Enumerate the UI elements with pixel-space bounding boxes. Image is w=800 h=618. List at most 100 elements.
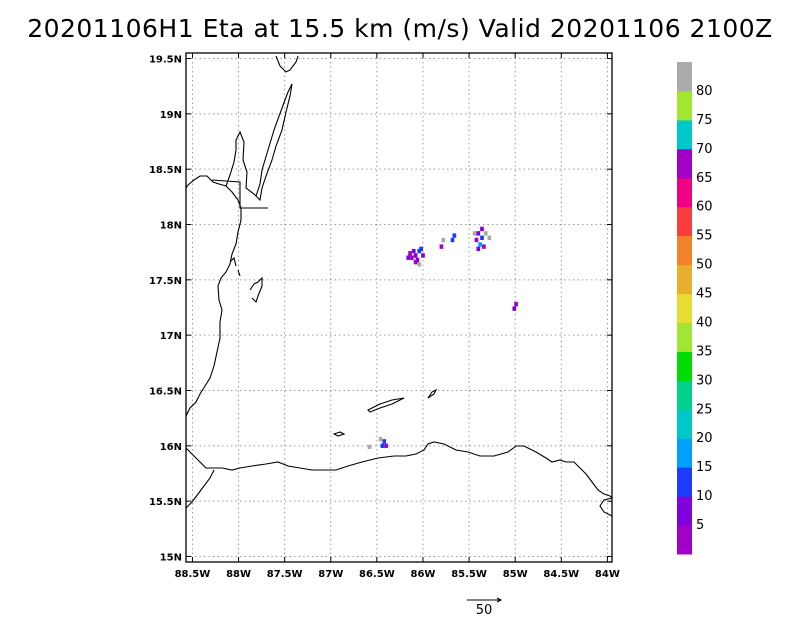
- roatan: [367, 397, 405, 413]
- wind-cell: [413, 259, 418, 265]
- chart-title: 20201106H1 Eta at 15.5 km (m/s) Valid 20…: [27, 14, 773, 43]
- colorbar-swatch: [677, 264, 692, 295]
- wind-cell: [421, 253, 425, 258]
- y-tick-label: 19N: [160, 110, 182, 121]
- y-tick-label: 15.5N: [149, 497, 182, 508]
- wind-cell: [478, 242, 482, 247]
- colorbar-swatch: [677, 322, 692, 352]
- y-tick-label: 16N: [160, 442, 182, 453]
- colorbar-label: 70: [696, 142, 713, 157]
- wind-cell: [406, 255, 411, 260]
- y-tick-label: 16.5N: [149, 386, 182, 397]
- x-tick-label: 86W: [410, 569, 435, 580]
- wind-cell: [410, 255, 414, 260]
- wind-speed-field: [367, 226, 518, 450]
- coastline-belize-north: [225, 83, 293, 202]
- coastline-honduras: [185, 441, 613, 499]
- cay-3: [237, 269, 241, 277]
- colorbar-label: 30: [696, 373, 713, 388]
- plot-frame: [185, 52, 613, 563]
- colorbar-label: 15: [696, 460, 713, 475]
- wind-cell: [476, 231, 481, 236]
- wind-cell: [450, 237, 455, 243]
- coastline-bay: [255, 83, 293, 197]
- colorbar-swatch: [677, 62, 692, 92]
- colorbar-label: 75: [696, 113, 713, 128]
- wind-cell: [487, 235, 492, 241]
- wind-cell: [512, 306, 517, 311]
- colorbar-swatch: [677, 235, 692, 266]
- wind-cell: [367, 444, 372, 450]
- x-tick-label: 87.5W: [267, 569, 303, 580]
- y-tick-label: 15N: [160, 552, 182, 563]
- wind-cell: [417, 262, 422, 267]
- wind-cell: [441, 237, 446, 243]
- y-axis: 15N 15.5N 16N 16.5N 17N 17.5N 18N 18.5N 19N 19.5N: [149, 55, 612, 563]
- x-tick-label: 86.5W: [359, 569, 395, 580]
- colorbar-label: 10: [696, 489, 713, 504]
- wind-cell: [382, 439, 387, 444]
- coastline-gracias: [599, 497, 613, 517]
- colorbar-label: 55: [696, 229, 713, 244]
- colorbar-label: 40: [696, 315, 713, 330]
- colorbar-swatch: [677, 467, 692, 497]
- wind-cell: [439, 244, 444, 249]
- colorbar-label: 25: [696, 402, 713, 417]
- wind-cell: [481, 244, 486, 249]
- colorbar-swatch: [677, 351, 692, 381]
- wind-cell: [472, 231, 477, 236]
- colorbar-label: 80: [696, 84, 713, 99]
- reference-vector-arrowhead: [496, 597, 503, 603]
- colorbar-swatch: [677, 206, 692, 237]
- cay-2: [249, 276, 263, 304]
- coastlines: [185, 55, 613, 517]
- wind-cell: [474, 237, 479, 243]
- coastline-north-tip: [275, 55, 299, 73]
- reference-vector-label: 50: [476, 603, 493, 618]
- wind-cell: [408, 251, 412, 256]
- wind-cell: [452, 233, 457, 238]
- y-tick-label: 17N: [160, 331, 182, 342]
- coastline-guatemala: [185, 469, 215, 509]
- colorbar-swatch: [677, 380, 692, 410]
- wind-cell: [413, 253, 418, 258]
- colorbar-swatch: [677, 177, 692, 208]
- colorbar-swatch: [677, 496, 692, 526]
- colorbar-swatch: [677, 438, 692, 468]
- y-tick-label: 19.5N: [149, 55, 182, 66]
- wind-cell: [419, 246, 423, 252]
- plot-background: [186, 53, 612, 562]
- colorbar: 5 10 15 20 25 30 35 40 45 50 55 60 65 70 75 80: [677, 62, 713, 555]
- reference-vector: 50: [467, 597, 503, 618]
- wind-cell: [380, 443, 385, 449]
- colorbar-label: 45: [696, 287, 713, 302]
- y-tick-label: 18.5N: [149, 165, 182, 176]
- colorbar-swatch: [677, 409, 692, 439]
- grid-lines: [186, 53, 612, 562]
- x-tick-label: 84W: [595, 569, 620, 580]
- wind-cell: [378, 436, 383, 442]
- colorbar-label: 65: [696, 171, 713, 186]
- wind-cell: [514, 301, 518, 307]
- colorbar-swatch: [677, 293, 692, 323]
- colorbar-label: 35: [696, 344, 713, 359]
- y-tick-label: 17.5N: [149, 276, 182, 287]
- colorbar-swatch: [677, 148, 692, 179]
- utila: [332, 431, 346, 437]
- x-tick-label: 88W: [226, 569, 251, 580]
- wind-cell: [480, 235, 484, 241]
- colorbar-label: 60: [696, 200, 713, 215]
- x-tick-label: 88.5W: [175, 569, 211, 580]
- wind-cell: [384, 443, 388, 449]
- x-tick-label: 85W: [503, 569, 528, 580]
- x-axis: 88.5W 88W 87.5W 87W 86.5W 86W 85.5W 85W 84.5W 84W: [175, 53, 620, 580]
- colorbar-label: 20: [696, 431, 713, 446]
- x-tick-label: 85.5W: [451, 569, 487, 580]
- y-tick-label: 18N: [160, 221, 182, 232]
- colorbar-swatch: [677, 119, 692, 150]
- colorbar-label: 50: [696, 258, 713, 273]
- border-line: [211, 179, 268, 209]
- coastline-belize: [185, 175, 242, 417]
- x-tick-label: 84.5W: [543, 569, 579, 580]
